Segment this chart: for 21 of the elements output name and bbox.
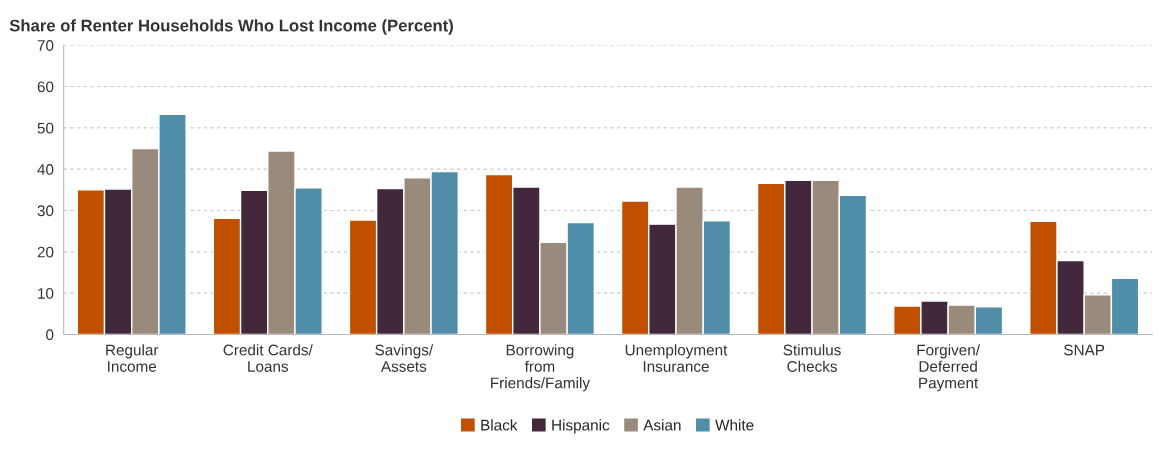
legend-label: Black: [481, 419, 518, 431]
y-tick-label: 60: [37, 81, 54, 93]
chart-title: Share of Renter Households Who Lost Income (Percent): [9, 19, 453, 35]
x-tick-label: Unemployment Insurance: [625, 344, 728, 372]
y-tick-label: 0: [46, 329, 54, 341]
legend-label: White: [715, 419, 754, 431]
legend-label: Asian: [643, 419, 681, 431]
legend-label: Hispanic: [552, 419, 610, 434]
y-tick-label: 10: [38, 288, 54, 299]
y-tick-label: 20: [37, 246, 54, 258]
x-tick-label: Credit Cards/ Loans: [223, 344, 313, 372]
x-tick-label: SNAP: [1064, 344, 1105, 356]
x-tick-label: Regular Income: [106, 344, 159, 372]
y-tick-label: 30: [37, 205, 54, 217]
x-tick-label: Savings/ Assets: [375, 344, 434, 372]
x-tick-label: Borrowing from Friends/Family: [491, 344, 590, 392]
x-tick-label: Forgiven/ Deferred Payment: [917, 344, 980, 392]
y-tick-label: 40: [37, 164, 54, 175]
x-tick-label: Stimulus Checks: [783, 344, 841, 372]
y-tick-label: 50: [37, 122, 54, 134]
y-tick-label: 70: [37, 40, 54, 51]
